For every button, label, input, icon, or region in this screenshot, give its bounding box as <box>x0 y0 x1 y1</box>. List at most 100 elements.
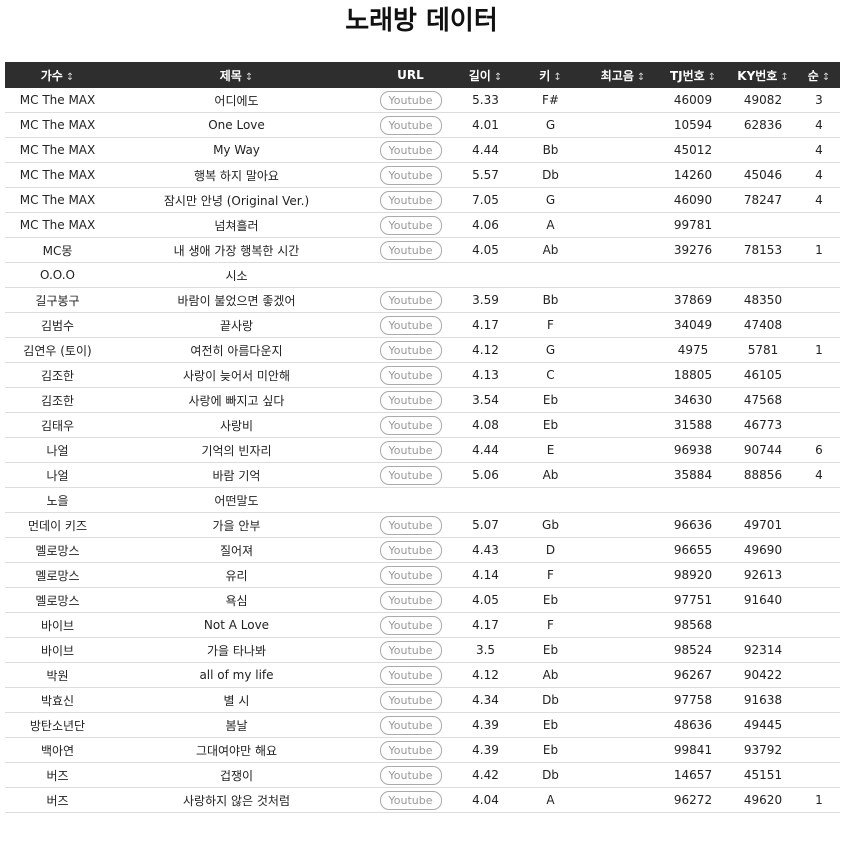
ky-number-cell: 5781 <box>728 337 798 363</box>
header-artist[interactable]: 가수 ↕ <box>5 62 110 88</box>
artist-cell: 백아연 <box>5 737 110 763</box>
table-row: 백아연 그대여야만 해요 Youtube 4.39 Eb 99841 93792 <box>5 737 840 763</box>
youtube-button[interactable]: Youtube <box>379 690 442 710</box>
tj-number-cell <box>658 262 728 288</box>
length-cell: 5.06 <box>458 462 513 488</box>
table-row: 먼데이 키즈 가을 안부 Youtube 5.07 Gb 96636 49701 <box>5 512 840 538</box>
header-key[interactable]: 키 ↕ <box>513 62 588 88</box>
youtube-button[interactable]: Youtube <box>379 365 442 385</box>
youtube-button[interactable]: Youtube <box>379 190 442 210</box>
ky-number-cell: 49082 <box>728 88 798 113</box>
youtube-button[interactable]: Youtube <box>379 540 442 560</box>
sort-icon[interactable]: ↕ <box>493 71 503 83</box>
header-rank[interactable]: 순 ↕ <box>798 62 840 88</box>
url-cell: Youtube <box>363 587 458 613</box>
youtube-button[interactable]: Youtube <box>379 415 442 435</box>
youtube-button[interactable]: Youtube <box>379 340 442 360</box>
rank-cell <box>798 312 840 338</box>
highest-cell <box>588 737 658 763</box>
highest-cell <box>588 512 658 538</box>
key-cell <box>513 487 588 513</box>
ky-number-cell: 62836 <box>728 112 798 138</box>
artist-cell: 바이브 <box>5 612 110 638</box>
youtube-button[interactable]: Youtube <box>379 315 442 335</box>
table-row: 멜로망스 질어져 Youtube 4.43 D 96655 49690 <box>5 537 840 563</box>
rank-cell <box>798 537 840 563</box>
sort-icon[interactable]: ↕ <box>780 71 789 83</box>
youtube-button[interactable]: Youtube <box>379 290 442 310</box>
header-label: 가수 <box>40 68 63 83</box>
youtube-button[interactable]: Youtube <box>379 390 442 410</box>
highest-cell <box>588 612 658 638</box>
youtube-button[interactable]: Youtube <box>379 565 442 585</box>
length-cell: 4.01 <box>458 112 513 138</box>
ky-number-cell: 91638 <box>728 687 798 713</box>
tj-number-cell: 37869 <box>658 287 728 313</box>
youtube-button[interactable]: Youtube <box>379 740 442 760</box>
header-ky[interactable]: KY번호 ↕ <box>728 62 798 88</box>
sort-icon[interactable]: ↕ <box>821 71 831 83</box>
title-cell: 행복 하지 말아요 <box>110 162 363 188</box>
artist-cell: 김조한 <box>5 387 110 413</box>
sort-icon[interactable]: ↕ <box>65 71 75 83</box>
header-label: TJ번호 <box>669 68 705 83</box>
ky-number-cell <box>728 487 798 513</box>
youtube-button[interactable]: Youtube <box>379 790 442 810</box>
title-cell: 사랑에 빠지고 싶다 <box>110 387 363 413</box>
key-cell: F <box>513 612 588 638</box>
title-cell: 잠시만 안녕 (Original Ver.) <box>110 187 363 213</box>
youtube-button[interactable]: Youtube <box>379 115 442 135</box>
artist-cell: 김조한 <box>5 362 110 388</box>
length-cell: 4.42 <box>458 762 513 788</box>
youtube-button[interactable]: Youtube <box>379 715 442 735</box>
youtube-button[interactable]: Youtube <box>379 465 442 485</box>
youtube-button[interactable]: Youtube <box>379 140 442 160</box>
youtube-button[interactable]: Youtube <box>379 515 442 535</box>
title-cell: My Way <box>110 137 363 163</box>
tj-number-cell: 96636 <box>658 512 728 538</box>
artist-cell: 나얼 <box>5 462 110 488</box>
youtube-button[interactable]: Youtube <box>379 215 442 235</box>
ky-number-cell: 49690 <box>728 537 798 563</box>
youtube-button[interactable]: Youtube <box>379 640 442 660</box>
length-cell: 4.44 <box>458 437 513 463</box>
url-cell: Youtube <box>363 687 458 713</box>
rank-cell <box>798 712 840 738</box>
rank-cell <box>798 737 840 763</box>
youtube-button[interactable]: Youtube <box>379 240 442 260</box>
youtube-button[interactable]: Youtube <box>379 440 442 460</box>
sort-icon[interactable]: ↕ <box>636 71 646 83</box>
page-title: 노래방 데이터 <box>345 6 498 36</box>
youtube-button[interactable]: Youtube <box>379 665 442 685</box>
ky-number-cell: 45151 <box>728 762 798 788</box>
youtube-button[interactable]: Youtube <box>379 765 442 785</box>
key-cell: G <box>513 187 588 213</box>
title-cell: 바람이 불었으면 좋겠어 <box>110 287 363 313</box>
sort-icon[interactable]: ↕ <box>244 71 254 83</box>
table-row: MC몽 내 생애 가장 행복한 시간 Youtube 4.05 Ab 39276 78153… <box>5 237 840 263</box>
youtube-button[interactable]: Youtube <box>379 90 442 110</box>
youtube-button[interactable]: Youtube <box>379 615 442 635</box>
tj-number-cell: 99841 <box>658 737 728 763</box>
sort-icon[interactable]: ↕ <box>707 71 717 83</box>
youtube-button[interactable]: Youtube <box>379 165 442 185</box>
highest-cell <box>588 362 658 388</box>
length-cell: 4.04 <box>458 787 513 813</box>
rank-cell: 6 <box>798 437 840 463</box>
artist-cell: 버즈 <box>5 787 110 813</box>
header-highest[interactable]: 최고음 ↕ <box>588 62 658 88</box>
ky-number-cell: 48350 <box>728 287 798 313</box>
table-row: 멜로망스 욕심 Youtube 4.05 Eb 97751 91640 <box>5 587 840 613</box>
url-cell: Youtube <box>363 362 458 388</box>
header-tj[interactable]: TJ번호 ↕ <box>658 62 728 88</box>
title-cell: all of my life <box>110 662 363 688</box>
header-length[interactable]: 길이 ↕ <box>458 62 513 88</box>
artist-cell: 노을 <box>5 487 110 513</box>
youtube-button[interactable]: Youtube <box>379 590 442 610</box>
tj-number-cell: 98920 <box>658 562 728 588</box>
title-cell: 유리 <box>110 562 363 588</box>
url-cell: Youtube <box>363 762 458 788</box>
sort-icon[interactable]: ↕ <box>553 71 562 83</box>
header-title[interactable]: 제목 ↕ <box>110 62 363 88</box>
artist-cell: MC The MAX <box>5 137 110 163</box>
